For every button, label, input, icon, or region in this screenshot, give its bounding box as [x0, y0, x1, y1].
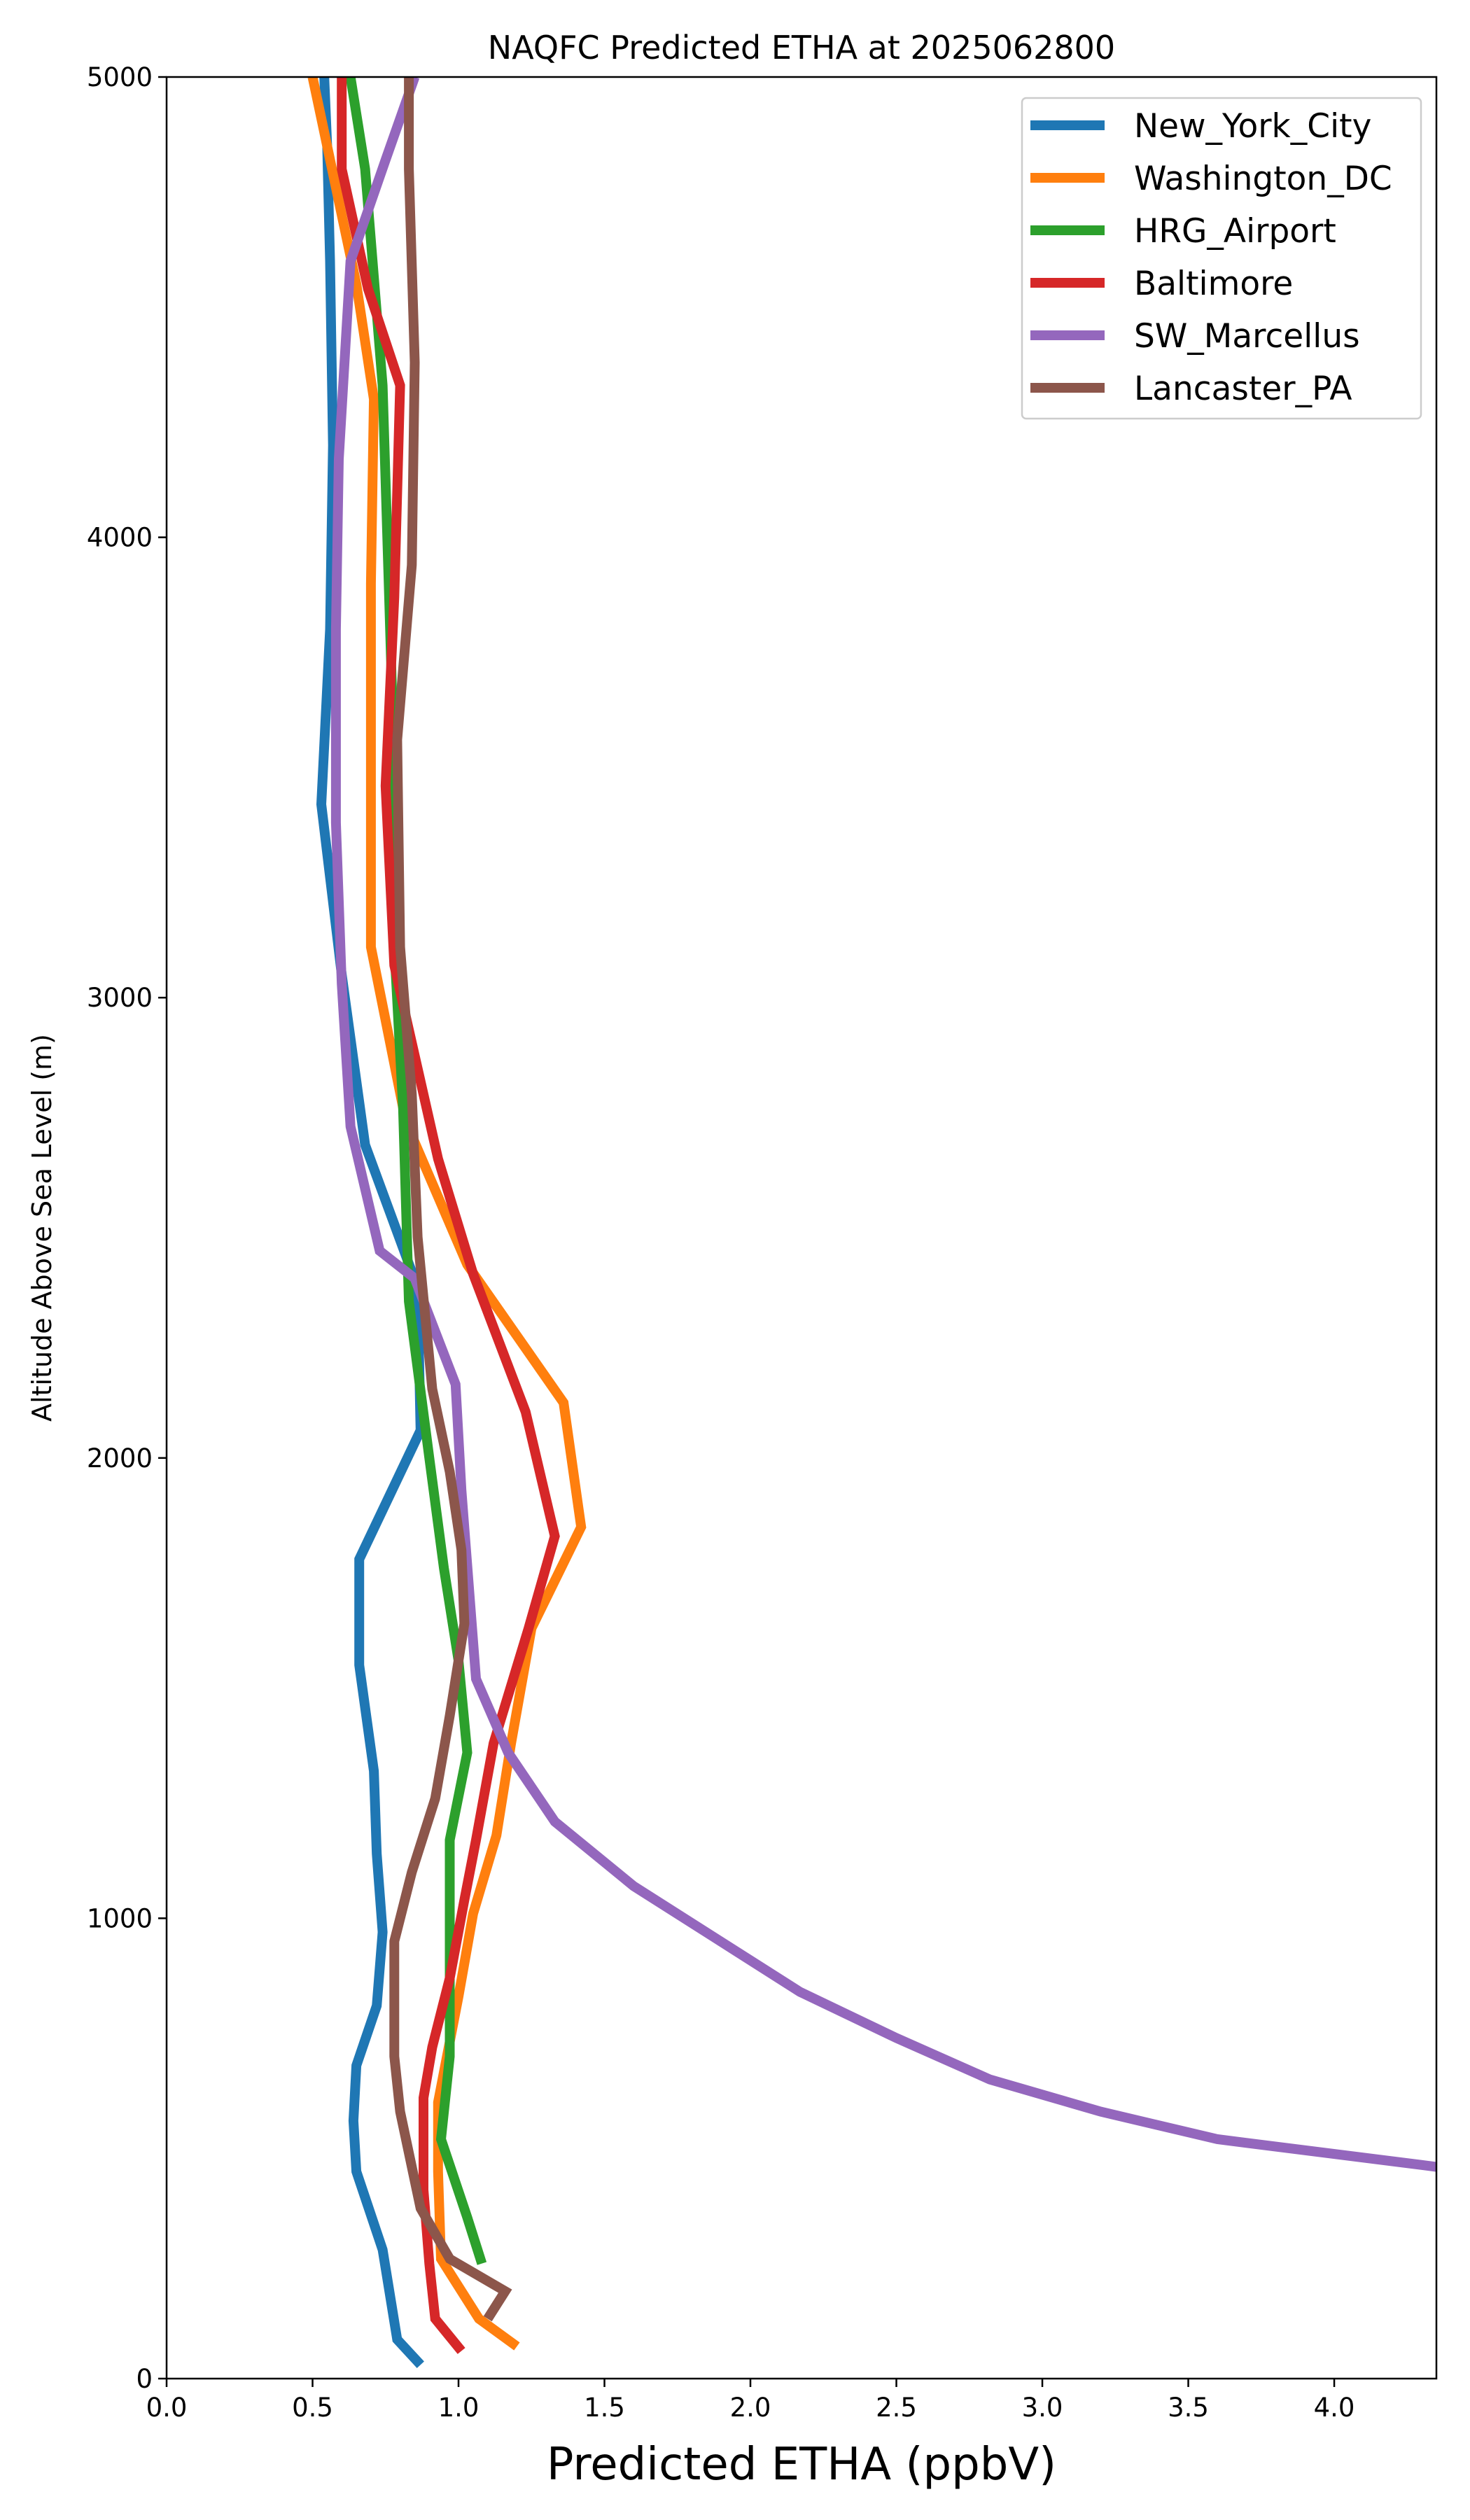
legend-box	[1021, 97, 1422, 420]
y-tick-label: 4000	[87, 523, 153, 553]
y-tick-label: 0	[136, 2364, 153, 2394]
series-layer	[307, 77, 1436, 2369]
series-line-washington-dc	[307, 77, 587, 2351]
x-tick-label: 2.0	[730, 2393, 771, 2423]
series-line-hrg-airport	[345, 77, 487, 2265]
plot-area: 0.0 0.5 1.0 1.5 2.0 2.5 3.0 3.5 4.0 0 1000 2000 300…	[87, 62, 1438, 2423]
y-tick-label: 3000	[87, 983, 153, 1013]
x-tick-label: 0.5	[292, 2393, 333, 2423]
y-tick-label: 5000	[87, 62, 153, 92]
legend-label-baltimore: Baltimore	[1134, 265, 1293, 303]
legend-label-washington-dc: Washington_DC	[1134, 160, 1392, 198]
plot-frame	[165, 76, 1438, 2380]
x-axis-ticks: 0.0 0.5 1.0 1.5 2.0 2.5 3.0 3.5 4.0	[146, 2379, 1355, 2423]
legend: New_York_City Washington_DC HRG_Airport Bal…	[1021, 97, 1422, 420]
x-tick-label: 1.0	[438, 2393, 479, 2423]
series-line-new-york-city	[316, 77, 426, 2369]
x-tick-label: 3.5	[1168, 2393, 1209, 2423]
x-tick-label: 1.5	[584, 2393, 625, 2423]
legend-label-hrg-airport: HRG_Airport	[1134, 212, 1336, 251]
y-axis-ticks: 0 1000 2000 3000 4000 5000	[87, 62, 167, 2394]
chart-title: NAQFC Predicted ETHA at 2025062800	[488, 29, 1115, 66]
legend-items: New_York_City Washington_DC HRG_Airport Bal…	[1030, 107, 1392, 408]
x-tick-label: 4.0	[1314, 2393, 1355, 2423]
y-axis-label: Altitude Above Sea Level (m)	[27, 1034, 57, 1422]
legend-label-sw-marcellus: SW_Marcellus	[1134, 317, 1360, 356]
y-tick-label: 2000	[87, 1443, 153, 1474]
x-tick-label: 2.5	[876, 2393, 917, 2423]
x-tick-label: 0.0	[146, 2393, 188, 2423]
series-line-baltimore	[337, 77, 560, 2354]
series-line-lancaster-pa	[389, 77, 512, 2322]
legend-label-lancaster-pa: Lancaster_PA	[1134, 370, 1352, 408]
x-axis-label: Predicted ETHA (ppbV)	[547, 2439, 1056, 2491]
series-line-sw-marcellus	[330, 77, 1436, 2172]
x-tick-label: 3.0	[1022, 2393, 1063, 2423]
y-tick-label: 1000	[87, 1903, 153, 1933]
legend-label-new-york-city: New_York_City	[1134, 107, 1371, 146]
